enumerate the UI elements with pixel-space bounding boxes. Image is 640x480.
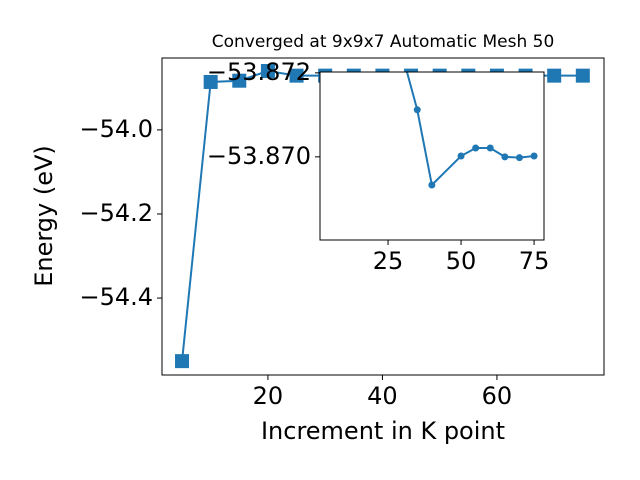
y-axis-label: Energy (eV) (30, 145, 58, 287)
x-axis-label: Increment in K point (261, 417, 505, 445)
y-tick-label: −54.4 (79, 283, 153, 311)
chart-title: Converged at 9x9x7 Automatic Mesh 50 (212, 32, 555, 52)
marker (486, 144, 494, 152)
marker (413, 106, 421, 114)
marker (203, 74, 218, 89)
marker (175, 354, 190, 369)
y-tick-label: −54.2 (79, 199, 153, 227)
marker (547, 68, 562, 83)
marker (575, 68, 590, 83)
marker (472, 144, 480, 152)
x-tick-label: 20 (253, 382, 284, 410)
marker (428, 181, 436, 189)
y-tick-label: −54.0 (79, 115, 153, 143)
x-tick-label: 25 (373, 247, 404, 275)
x-tick-label: 50 (446, 247, 477, 275)
x-tick-label: 75 (519, 247, 550, 275)
series (405, 72, 538, 189)
marker (232, 73, 247, 88)
marker (457, 152, 465, 160)
y-tick-label: −53.870 (207, 142, 311, 170)
marker (515, 154, 523, 162)
axes-frame (319, 71, 545, 241)
marker (501, 153, 509, 161)
axes-frame (161, 57, 605, 376)
marker (289, 68, 304, 83)
y-tick-label: −53.872 (207, 58, 311, 86)
marker (530, 152, 538, 160)
marker (260, 64, 275, 79)
x-tick-label: 60 (482, 382, 513, 410)
x-tick-label: 40 (367, 382, 398, 410)
plot-area (319, 71, 545, 241)
